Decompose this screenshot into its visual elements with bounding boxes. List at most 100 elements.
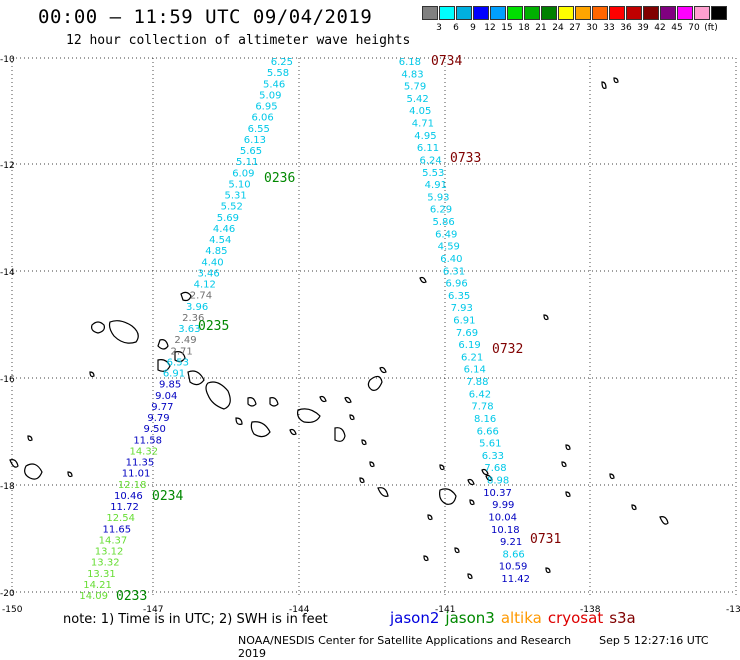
swh-value: 5.09 bbox=[259, 90, 281, 101]
island bbox=[467, 573, 473, 580]
island bbox=[485, 474, 493, 482]
swh-value: 5.53 bbox=[422, 168, 444, 179]
lon-label: -141 bbox=[435, 605, 455, 615]
legend-label: 30 bbox=[586, 23, 598, 33]
legend-label: 39 bbox=[637, 23, 649, 33]
satellite-jason2: jason2 bbox=[390, 609, 440, 627]
island bbox=[344, 396, 352, 404]
island bbox=[613, 77, 619, 84]
island bbox=[91, 321, 105, 334]
swh-value: 10.04 bbox=[488, 512, 517, 523]
legend-swatch bbox=[592, 6, 608, 20]
swh-value: 4.05 bbox=[409, 106, 431, 117]
island bbox=[24, 463, 43, 480]
swh-value: 13.12 bbox=[95, 547, 124, 558]
swh-value: 6.18 bbox=[399, 57, 421, 68]
island bbox=[427, 514, 433, 521]
swh-value: 9.79 bbox=[147, 413, 169, 424]
island bbox=[377, 487, 389, 497]
swh-value: 11.35 bbox=[126, 458, 155, 469]
swh-value: 5.58 bbox=[267, 68, 289, 79]
island bbox=[334, 427, 346, 442]
island bbox=[609, 473, 615, 480]
swh-value: 6.24 bbox=[419, 155, 441, 166]
swh-value: 11.65 bbox=[102, 524, 131, 535]
island bbox=[659, 516, 669, 525]
swh-value: 9.77 bbox=[151, 402, 173, 413]
swh-value: 10.18 bbox=[491, 525, 520, 536]
swh-value: 12.18 bbox=[118, 480, 147, 491]
swh-value: 2.49 bbox=[174, 335, 196, 346]
swh-value: 10.59 bbox=[499, 562, 528, 573]
island bbox=[9, 459, 19, 468]
legend-swatch bbox=[422, 6, 438, 20]
swh-value: 3.63 bbox=[178, 324, 200, 335]
lon-label: -147 bbox=[143, 605, 163, 615]
island bbox=[545, 567, 551, 574]
island bbox=[157, 339, 169, 350]
legend-swatch bbox=[609, 6, 625, 20]
legend-label: 3 bbox=[436, 23, 442, 33]
swh-value: 7.68 bbox=[484, 463, 506, 474]
swh-value: 3.96 bbox=[186, 302, 208, 313]
units-note: note: 1) Time is in UTC; 2) SWH is in fe… bbox=[63, 612, 328, 627]
swh-value: 6.13 bbox=[244, 135, 266, 146]
swh-value: 6.66 bbox=[477, 426, 499, 437]
legend-label: 6 bbox=[453, 23, 459, 33]
legend-swatch bbox=[558, 6, 574, 20]
lon-label: -150 bbox=[2, 605, 23, 615]
island bbox=[187, 370, 205, 386]
island bbox=[379, 366, 387, 374]
swh-value: 5.79 bbox=[404, 82, 426, 93]
swh-value: 4.46 bbox=[213, 224, 235, 235]
lat-label: -20 bbox=[0, 589, 15, 599]
swh-value: 5.65 bbox=[240, 146, 262, 157]
swh-value: 4.95 bbox=[414, 131, 436, 142]
satellite-s3a: s3a bbox=[609, 609, 636, 627]
legend-label: 21 bbox=[535, 23, 547, 33]
legend-swatch bbox=[439, 6, 455, 20]
swh-value: 6.40 bbox=[440, 254, 462, 265]
swh-value: 6.25 bbox=[271, 57, 293, 68]
swh-value: 6.42 bbox=[469, 389, 491, 400]
island bbox=[565, 444, 571, 451]
island bbox=[469, 499, 475, 506]
swh-value: 6.35 bbox=[448, 291, 470, 302]
legend-swatch bbox=[575, 6, 591, 20]
legend-swatch bbox=[643, 6, 659, 20]
swh-value: 6.19 bbox=[458, 340, 480, 351]
swh-value: 7.69 bbox=[456, 328, 478, 339]
legend-label: 18 bbox=[518, 23, 530, 33]
island bbox=[565, 491, 571, 498]
axis-labels: -10 -12 -14 -16 -18 -20 -150 -147 -144 -141 -138 -1… bbox=[0, 55, 740, 615]
swh-value: 5.11 bbox=[236, 157, 258, 168]
island bbox=[349, 414, 355, 421]
island bbox=[247, 397, 257, 407]
legend-swatch bbox=[473, 6, 489, 20]
island bbox=[359, 477, 365, 484]
swh-value: 5.61 bbox=[479, 439, 501, 450]
credit-line: NOAA/NESDIS Center for Satellite Applica… bbox=[238, 634, 740, 660]
swh-value: 8.66 bbox=[503, 549, 525, 560]
swh-value: 6.31 bbox=[443, 266, 465, 277]
pass-time-label: 0236 bbox=[264, 171, 295, 186]
altimeter-tracks: 6.255.585.465.096.956.066.556.135.655.11… bbox=[79, 54, 561, 604]
legend-label: 70 bbox=[688, 23, 700, 33]
swh-value: 6.91 bbox=[163, 369, 185, 380]
lat-label: -18 bbox=[0, 482, 15, 492]
swh-value: 5.86 bbox=[432, 217, 454, 228]
swh-value: 6.14 bbox=[464, 365, 486, 376]
swh-value: 4.59 bbox=[438, 242, 460, 253]
swh-value: 14.09 bbox=[79, 591, 108, 602]
island bbox=[67, 471, 73, 478]
island bbox=[108, 320, 139, 344]
island bbox=[27, 435, 33, 442]
swh-value: 7.88 bbox=[466, 377, 488, 388]
legend-swatch bbox=[694, 6, 710, 20]
swh-value: 3.46 bbox=[198, 268, 220, 279]
swh-value: 11.01 bbox=[122, 469, 151, 480]
legend-swatch bbox=[456, 6, 472, 20]
swh-value: 11.72 bbox=[110, 502, 139, 513]
legend-swatch bbox=[660, 6, 676, 20]
swh-value: 4.40 bbox=[201, 257, 223, 268]
